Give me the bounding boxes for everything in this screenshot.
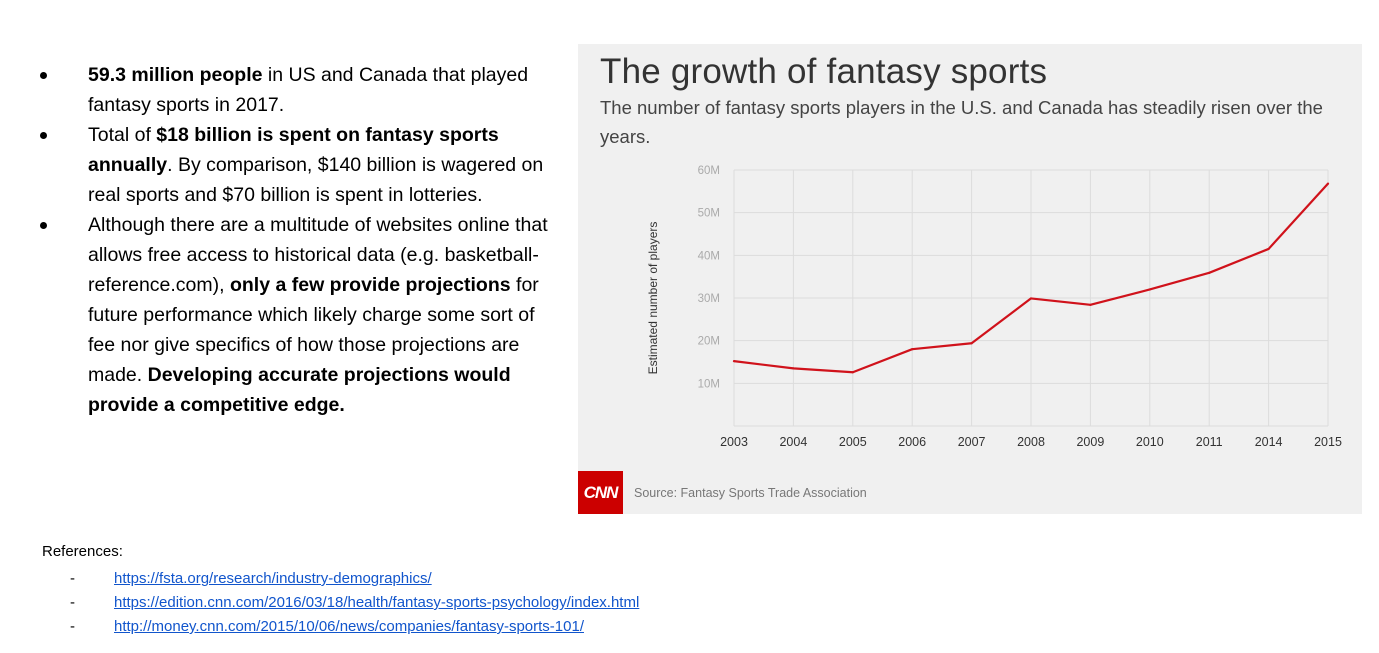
y-tick-label: 10M [698,378,720,390]
reference-item: - https://edition.cnn.com/2016/03/18/hea… [60,591,639,615]
fact-text: Total of [88,124,157,146]
data-point [792,367,795,370]
x-tick-label: 2014 [1255,435,1283,449]
data-point [1326,182,1330,185]
fact-item: Total of $18 billion is spent on fantasy… [34,120,564,210]
x-tick-label: 2009 [1076,435,1104,449]
x-tick-label: 2005 [839,435,867,449]
data-point [1089,303,1092,306]
list-dash: - [70,594,75,611]
fact-list: 59.3 million people in US and Canada tha… [34,60,564,420]
data-point [970,342,973,345]
chart-subtitle: The number of fantasy sports players in … [600,97,1323,147]
fact-text-bold: Developing accurate projections would pr… [88,364,511,416]
reference-link[interactable]: https://edition.cnn.com/2016/03/18/healt… [114,594,640,611]
chart-card: The growth of fantasy sports The number … [578,44,1362,514]
fact-text: Although there are a multitude of websit… [88,214,548,296]
x-tick-label: 2007 [958,435,986,449]
y-tick-label: 40M [698,250,720,262]
fact-text-bold: $18 billion is spent on fantasy sports a… [88,124,499,176]
data-point [732,360,736,363]
list-dash: - [70,570,75,587]
fact-text: . By comparison, $140 billion is wagered… [88,154,544,206]
chart-source: Source: Fantasy Sports Trade Association [634,486,867,500]
fact-item: Although there are a multitude of websit… [34,210,564,420]
references-list: - https://fsta.org/research/industry-dem… [60,567,639,639]
reference-item: - https://fsta.org/research/industry-dem… [60,567,639,591]
y-axis-label: Estimated number of players [646,222,660,375]
y-tick-label: 60M [698,165,720,177]
line-chart: 10M 20M 30M 40M 50M 60M 2003 2004 2005 2006 2007 20… [646,165,1342,449]
x-tick-label: 2011 [1196,435,1223,449]
reference-link[interactable]: https://fsta.org/research/industry-demog… [114,570,432,587]
reference-item: - http://money.cnn.com/2015/10/06/news/c… [60,615,639,639]
data-point [1029,297,1033,300]
y-tick-label: 30M [698,293,720,305]
data-point [1208,271,1211,274]
data-point [1267,247,1270,251]
cnn-logo: CNN [578,471,623,514]
fact-text-bold: only a few provide projections [229,274,511,296]
chart-title: The growth of fantasy sports [600,52,1048,91]
list-dash: - [70,618,75,635]
data-point [911,348,914,351]
y-tick-label: 20M [698,336,720,348]
x-tick-label: 2010 [1136,435,1164,449]
fact-item: 59.3 million people in US and Canada tha… [34,60,564,120]
fact-text-bold: 59.3 million people [88,64,263,86]
references-title: References: [42,543,123,560]
fact-text: for future performance which likely char… [88,274,539,386]
x-tick-label: 2004 [779,435,807,449]
x-tick-label: 2003 [720,435,748,449]
reference-link[interactable]: http://money.cnn.com/2015/10/06/news/com… [114,618,584,635]
data-point [851,371,854,374]
data-point [1148,288,1151,291]
y-tick-label: 50M [698,208,720,220]
fact-text: in US and Canada that played fantasy spo… [88,64,529,116]
x-tick-label: 2008 [1017,435,1045,449]
x-tick-label: 2015 [1314,435,1342,449]
x-tick-label: 2006 [898,435,926,449]
